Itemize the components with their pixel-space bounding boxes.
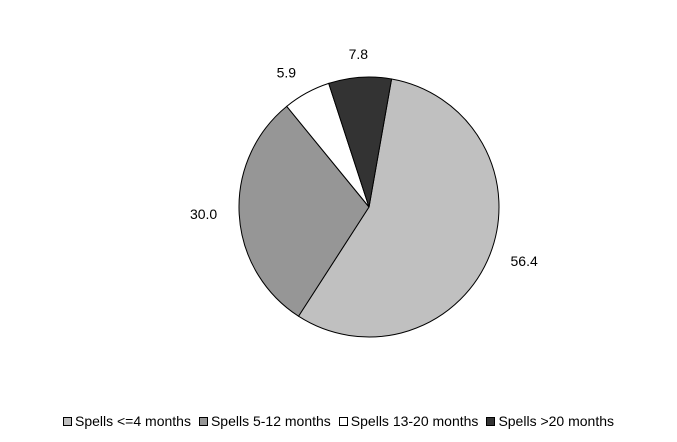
legend-swatch-2: [198, 416, 208, 426]
pie-slice-1: [297, 78, 500, 338]
pie-slices: [238, 76, 500, 338]
legend-item-2: Spells 5-12 months: [198, 413, 331, 429]
legend-label-2: Spells 5-12 months: [210, 413, 331, 429]
pie-slice-4: [328, 76, 393, 208]
pie-value-label-1: 56.4: [511, 253, 538, 269]
legend-item-3: Spells 13-20 months: [338, 413, 479, 429]
legend-swatch-4: [486, 416, 496, 426]
legend-swatch-3: [338, 416, 348, 426]
legend-label-1: Spells <=4 months: [74, 413, 191, 429]
pie-value-label-2: 30.0: [190, 206, 217, 222]
legend-item-1: Spells <=4 months: [62, 413, 191, 429]
legend-swatch-1: [62, 416, 72, 426]
pie-value-label-4: 7.8: [349, 46, 369, 62]
legend-label-3: Spells 13-20 months: [350, 413, 479, 429]
pie-slice-2: [238, 105, 370, 317]
pie-value-label-3: 5.9: [277, 64, 297, 80]
legend-item-4: Spells >20 months: [486, 413, 614, 429]
pie-value-labels: 56.4 30.0 5.9 7.8: [190, 46, 538, 269]
chart-legend: Spells <=4 months Spells 5-12 months Spell…: [0, 410, 677, 432]
legend-label-4: Spells >20 months: [498, 413, 615, 429]
